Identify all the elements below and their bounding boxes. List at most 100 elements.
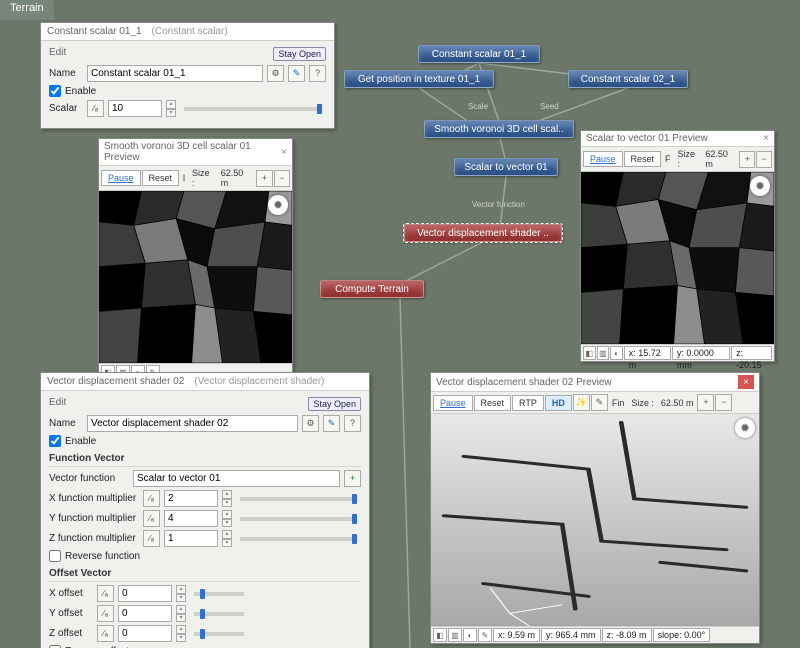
node-const1[interactable]: Constant scalar 01_1 [418, 45, 540, 63]
section-off: Offset Vector [49, 568, 361, 582]
tab-terrain[interactable]: Terrain [0, 0, 54, 20]
mode-icon[interactable]: ∕ₐ [143, 530, 160, 547]
preview2-close[interactable]: × [763, 133, 769, 144]
status-ico[interactable]: ◐ [610, 346, 623, 360]
edge-label-seed: Seed [540, 102, 559, 111]
spinner[interactable]: ▴▾ [222, 490, 232, 507]
mode-icon[interactable]: ∕ₐ [97, 625, 114, 642]
stay-open-button[interactable]: Stay Open [308, 397, 361, 411]
vector-fn-input[interactable] [133, 470, 340, 487]
reverse-fn-check[interactable]: Reverse function [49, 550, 361, 562]
link-icon[interactable]: ✎ [288, 65, 305, 82]
zoom-out-button[interactable]: − [274, 170, 290, 187]
node-scal2vec[interactable]: Scalar to vector 01 [454, 158, 558, 176]
spinner[interactable]: ▴▾ [222, 510, 232, 527]
y-mul-label: Y function multiplier [49, 513, 139, 524]
panel2-title-type: (Vector displacement shader) [194, 376, 324, 387]
y-off-slider[interactable] [194, 612, 244, 616]
enable-check[interactable]: Enable [49, 85, 326, 97]
enable-checkbox[interactable] [49, 435, 61, 447]
mode-icon[interactable]: ∕ₐ [97, 605, 114, 622]
stay-open-button[interactable]: Stay Open [273, 47, 326, 61]
gear-icon[interactable]: ⚙ [267, 65, 284, 82]
z-mul-slider[interactable] [240, 537, 357, 541]
spinner[interactable]: ▴▾ [176, 605, 186, 622]
mode-icon[interactable]: ∕ₐ [143, 510, 160, 527]
status-ico[interactable]: ◧ [583, 346, 596, 360]
status-ico[interactable]: ◐ [463, 628, 477, 642]
reset-button[interactable]: Reset [624, 151, 662, 167]
x-mul-input[interactable] [164, 490, 218, 507]
name-input[interactable] [87, 415, 298, 432]
z-off-slider[interactable] [194, 632, 244, 636]
spinner[interactable]: ▴▾ [176, 585, 186, 602]
status-ico[interactable]: ▥ [448, 628, 462, 642]
mode-icon[interactable]: ∕ₐ [143, 490, 160, 507]
help-icon[interactable]: ? [309, 65, 326, 82]
scalar-slider[interactable] [184, 107, 322, 111]
reset-button[interactable]: Reset [142, 170, 180, 186]
pause-button[interactable]: Pause [101, 170, 141, 186]
wand-icon[interactable]: ✨ [573, 394, 590, 411]
mode-icon[interactable]: ∕ₐ [97, 585, 114, 602]
tab-strip: Terrain [0, 0, 54, 20]
node-const2[interactable]: Constant scalar 02_1 [568, 70, 688, 88]
status-ico[interactable]: ✎ [478, 628, 492, 642]
spinner[interactable]: ▴▾ [222, 530, 232, 547]
name-input[interactable] [87, 65, 263, 82]
status-x: x: 9.59 m [493, 628, 540, 642]
gear-icon[interactable]: ⚙ [302, 415, 319, 432]
hd-button[interactable]: HD [545, 395, 572, 411]
z-off-label: Z offset [49, 628, 93, 639]
edit-menu[interactable]: Edit [49, 45, 66, 62]
reverse-fn-checkbox[interactable] [49, 550, 61, 562]
scalar-input[interactable] [108, 100, 162, 117]
enable-label: Enable [65, 436, 96, 447]
reset-button[interactable]: Reset [474, 395, 512, 411]
preview2-canvas[interactable]: ✹ [581, 172, 774, 344]
node-getpos[interactable]: Get position in texture 01_1 [344, 70, 494, 88]
brush-icon[interactable]: ✎ [591, 394, 608, 411]
y-mul-slider[interactable] [240, 517, 357, 521]
y-off-input[interactable] [118, 605, 172, 622]
node-smooth[interactable]: Smooth voronoi 3D cell scal.. [424, 120, 574, 138]
y-mul-input[interactable] [164, 510, 218, 527]
x-off-input[interactable] [118, 585, 172, 602]
status-x: x: 15.72 m [624, 346, 671, 360]
zoom-out-button[interactable]: − [715, 394, 732, 411]
x-mul-slider[interactable] [240, 497, 357, 501]
zoom-in-button[interactable]: + [697, 394, 714, 411]
scalar-spinner[interactable]: ▴▾ [166, 100, 176, 117]
add-fn-button[interactable]: + [344, 470, 361, 487]
preview2-title: Scalar to vector 01 Preview [586, 133, 708, 144]
zoom-out-button[interactable]: − [756, 151, 772, 168]
scalar-mode-icon[interactable]: ∕ₐ [87, 100, 104, 117]
size-value: 62.50 m [218, 168, 255, 188]
status-ico[interactable]: ◧ [433, 628, 447, 642]
rtp-button[interactable]: RTP [512, 395, 544, 411]
enable-checkbox[interactable] [49, 85, 61, 97]
edit-menu[interactable]: Edit [49, 395, 66, 412]
canvas-gear-icon[interactable]: ✹ [735, 418, 755, 438]
x-off-slider[interactable] [194, 592, 244, 596]
z-off-input[interactable] [118, 625, 172, 642]
pause-button[interactable]: Pause [583, 151, 623, 167]
section-fn: Function Vector [49, 453, 361, 467]
zoom-in-button[interactable]: + [256, 170, 272, 187]
pause-button[interactable]: Pause [433, 395, 473, 411]
zoom-in-button[interactable]: + [739, 151, 755, 168]
canvas-gear-icon[interactable]: ✹ [750, 176, 770, 196]
preview3-canvas[interactable]: ✹ [431, 414, 759, 626]
spinner[interactable]: ▴▾ [176, 625, 186, 642]
status-ico[interactable]: ▥ [597, 346, 610, 360]
link-icon[interactable]: ✎ [323, 415, 340, 432]
canvas-gear-icon[interactable]: ✹ [268, 195, 288, 215]
z-mul-input[interactable] [164, 530, 218, 547]
preview1-canvas[interactable]: ✹ [99, 191, 292, 363]
enable-check[interactable]: Enable [49, 435, 361, 447]
help-icon[interactable]: ? [344, 415, 361, 432]
preview1-close[interactable]: × [281, 147, 287, 158]
node-compute[interactable]: Compute Terrain [320, 280, 424, 298]
close-button[interactable]: × [738, 375, 754, 389]
node-vdisp[interactable]: Vector displacement shader .. [404, 224, 562, 242]
